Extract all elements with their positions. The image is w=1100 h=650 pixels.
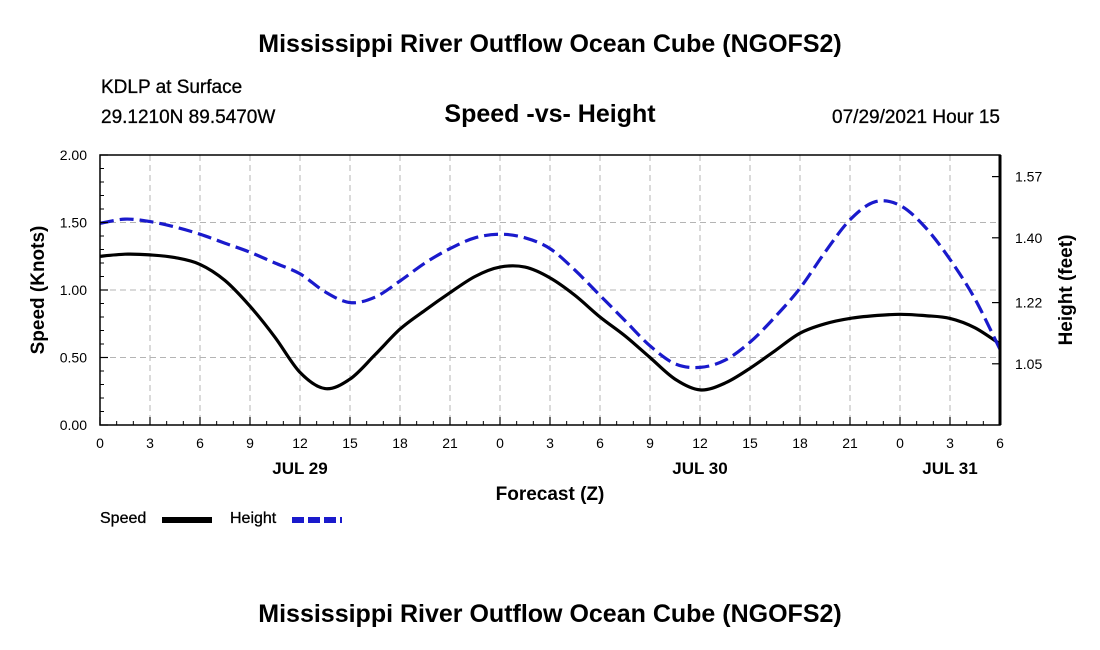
- x-tick-label: 15: [342, 435, 358, 451]
- x-tick-label: 12: [292, 435, 308, 451]
- x-tick-label: 6: [996, 435, 1004, 451]
- y-right-tick-label: 1.40: [1015, 230, 1042, 246]
- x-tick-label: 0: [496, 435, 504, 451]
- x-tick-label: 15: [742, 435, 758, 451]
- footer-title: Mississippi River Outflow Ocean Cube (NG…: [258, 600, 842, 628]
- x-tick-label: 6: [196, 435, 204, 451]
- y-left-tick-label: 0.00: [60, 417, 87, 433]
- legend-speed-label: Speed: [100, 510, 147, 527]
- series-height-line: [99, 199, 1002, 370]
- x-tick-label: 0: [896, 435, 904, 451]
- series-speed-line: [99, 252, 1001, 392]
- y-right-tick-label: 1.05: [1015, 356, 1042, 372]
- x-date-label: JUL 30: [672, 459, 727, 478]
- x-tick-label: 21: [442, 435, 458, 451]
- x-tick-label: 0: [96, 435, 104, 451]
- y-left-tick-label: 0.50: [60, 350, 87, 366]
- y-left-tick-label: 1.50: [60, 215, 87, 231]
- x-tick-label: 3: [946, 435, 954, 451]
- station-coordinates: 29.1210N 89.5470W: [101, 107, 276, 128]
- x-tick-label: 9: [646, 435, 654, 451]
- y-axis-left-label: Speed (Knots): [28, 226, 49, 355]
- station-name: KDLP at Surface: [101, 77, 243, 98]
- plot-title: Speed -vs- Height: [444, 100, 656, 128]
- x-tick-label: 3: [546, 435, 554, 451]
- axis-ticks: [99, 154, 1001, 426]
- y-left-tick-label: 1.00: [60, 282, 87, 298]
- x-date-label: JUL 29: [272, 459, 327, 478]
- x-tick-label: 18: [392, 435, 408, 451]
- legend-height-label: Height: [230, 510, 277, 527]
- x-tick-label: 9: [246, 435, 254, 451]
- x-axis-label: Forecast (Z): [496, 484, 605, 505]
- series-lines: [99, 199, 1002, 392]
- x-tick-label: 12: [692, 435, 708, 451]
- x-tick-label: 6: [596, 435, 604, 451]
- x-date-label: JUL 31: [922, 459, 977, 478]
- x-tick-label: 3: [146, 435, 154, 451]
- x-tick-label: 21: [842, 435, 858, 451]
- main-title: Mississippi River Outflow Ocean Cube (NG…: [258, 30, 842, 58]
- y-left-tick-label: 2.00: [60, 147, 87, 163]
- y-right-tick-label: 1.57: [1015, 169, 1042, 185]
- forecast-timestamp: 07/29/2021 Hour 15: [832, 107, 1000, 128]
- y-axis-right-label: Height (feet): [1056, 235, 1077, 346]
- axis-labels: 0 3 6 9 12 15 18 21 0 3 6 9 12 15 18 21 0 3 6 JUL 29 JUL 30 J…: [60, 147, 1043, 478]
- x-tick-label: 18: [792, 435, 808, 451]
- y-right-tick-label: 1.22: [1015, 295, 1042, 311]
